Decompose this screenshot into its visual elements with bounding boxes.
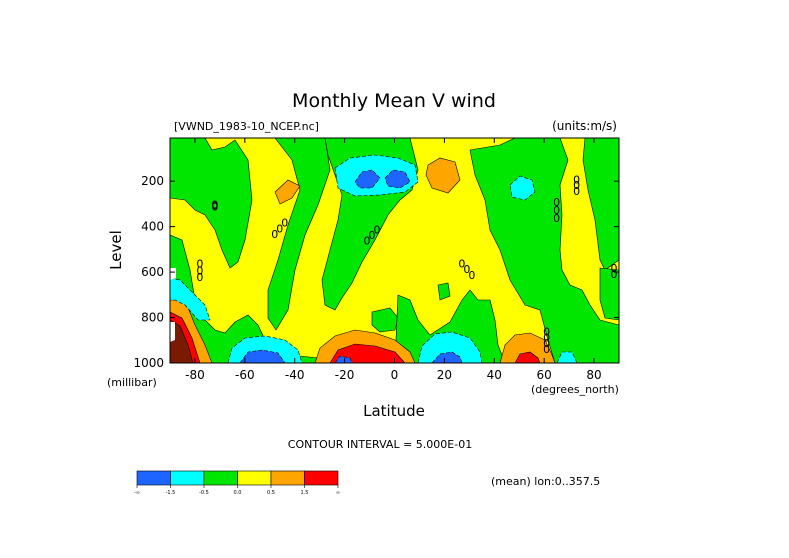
green-region-north-mid	[469, 138, 619, 363]
y-tick-label: 1000	[133, 356, 164, 370]
orange-region-north-lower	[499, 332, 556, 363]
y-tick-label: 800	[141, 311, 164, 325]
blue-region-equator-lower	[334, 355, 353, 363]
colorbar-swatch	[170, 470, 205, 486]
green-region-south-mid	[267, 138, 331, 331]
zero-contour-label: 0	[374, 223, 381, 236]
contour-field	[170, 138, 619, 363]
colorbar-label: 0.5	[267, 490, 275, 496]
cyan-region-north-small	[556, 351, 578, 363]
zero-contour-label: 0	[211, 198, 218, 211]
green-region-north-pole-lower	[599, 267, 619, 321]
cyan-region-north-lower	[417, 331, 483, 363]
zero-contour-label: 0	[281, 217, 288, 230]
colorbar: -∞ -1.5 -0.5 0.0 0.5 1.5 ∞	[134, 470, 340, 496]
units-label: (units:m/s)	[552, 119, 617, 133]
colorbar-label: -∞	[134, 490, 140, 496]
y-tick-label: 400	[141, 220, 164, 234]
colorbar-swatch	[270, 470, 305, 486]
orange-region-north-upper	[425, 157, 461, 194]
x-tick-label: -40	[285, 368, 305, 382]
zero-contour-label: 0	[543, 326, 550, 339]
blue-region-equator-b	[384, 169, 411, 189]
y-axis-label: Level	[107, 230, 125, 270]
green-region-equator-small	[371, 307, 399, 333]
colorbar-label: 1.5	[301, 490, 309, 496]
missing-region-b	[170, 322, 175, 342]
missing-region-a	[170, 268, 176, 280]
y-tick-label: 200	[141, 174, 164, 188]
average-label: (mean) lon:0..357.5	[491, 475, 600, 488]
zero-contour-label: 0	[611, 268, 618, 281]
colorbar-swatch	[136, 470, 171, 486]
zero-contour-label: 0	[271, 228, 278, 241]
zero-contour-label: 0	[543, 331, 550, 344]
zero-contour-label: 0	[573, 185, 580, 198]
blue-region-south-lower	[239, 349, 286, 363]
x-tick-label: 80	[586, 368, 601, 382]
x-tick-label: 60	[537, 368, 552, 382]
zero-contour-label: 0	[211, 200, 218, 213]
zero-contour-label: 0	[458, 258, 465, 271]
x-tick-label: 20	[437, 368, 452, 382]
red-region-north	[514, 351, 541, 363]
colorbar-label: -0.5	[199, 490, 209, 496]
green-region-north-pole	[582, 138, 619, 271]
x-tick-label: -60	[235, 368, 255, 382]
x-tick-label: -80	[185, 368, 205, 382]
colorbar-label: -1.5	[166, 490, 176, 496]
zero-contour-label: 0	[543, 343, 550, 356]
zero-contour-label: 0	[276, 222, 283, 235]
colorbar-label: ∞	[336, 490, 340, 496]
y-axis-ticks: 200 400 600 800 1000	[133, 174, 619, 370]
y-units-label: (millibar)	[107, 376, 157, 389]
orange-region-south-upper	[274, 179, 301, 205]
zero-contour-label: 0	[196, 264, 203, 277]
x-tick-label: -20	[335, 368, 355, 382]
y-tick-label: 600	[141, 265, 164, 279]
zero-contour-label: 0	[611, 262, 618, 275]
zero-contour-label: 0	[196, 271, 203, 284]
zero-contour-label: 0	[553, 212, 560, 225]
blue-region-north-lower	[431, 351, 463, 363]
zero-contour-label: 0	[573, 179, 580, 192]
green-region-small-north	[437, 282, 451, 301]
zero-contour-label: 0	[543, 337, 550, 350]
colorbar-swatch	[304, 470, 339, 486]
zero-contour-label: 0	[573, 173, 580, 186]
colorbar-label: 0.0	[234, 490, 242, 496]
chart-title: Monthly Mean V wind	[292, 90, 496, 112]
colorbar-swatch	[203, 470, 238, 486]
zero-contour-label: 0	[369, 229, 376, 242]
green-region-south-upper	[170, 138, 253, 269]
colorbar-swatch	[237, 470, 272, 486]
dataset-label: [VWND_1983-10_NCEP.nc]	[174, 120, 319, 133]
zero-contour-label: 0	[553, 196, 560, 209]
zero-contour-label: 0	[468, 269, 475, 282]
zero-contour-label: 0	[196, 258, 203, 271]
blue-region-equator-a	[354, 169, 381, 189]
contour-interval-label: CONTOUR INTERVAL = 5.000E-01	[288, 438, 472, 451]
cyan-region-north-upper	[509, 175, 536, 201]
x-tick-label: 40	[487, 368, 502, 382]
extreme-region-south-pole	[170, 319, 194, 363]
zero-contour-label: 0	[553, 204, 560, 217]
zero-contour-label: 0	[211, 201, 218, 214]
cyan-region-south-pole	[170, 277, 211, 321]
x-units-label: (degrees_north)	[531, 383, 619, 396]
x-axis-label: Latitude	[363, 402, 425, 420]
x-axis-ticks: -80 -60 -40 -20 0 20 40 60 80	[185, 138, 602, 382]
zero-contour-label: 0	[463, 263, 470, 276]
x-tick-label: 0	[391, 368, 399, 382]
zero-contour-label: 0	[364, 234, 371, 247]
